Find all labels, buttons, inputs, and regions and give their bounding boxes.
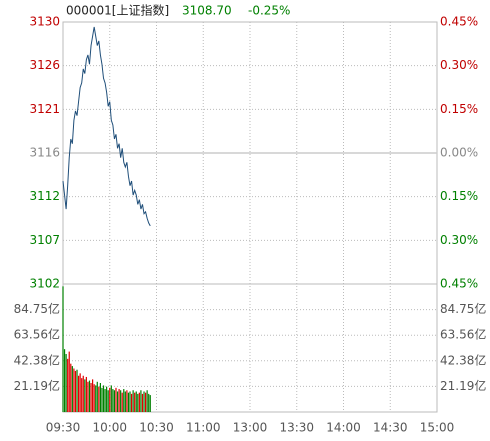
volume-bar — [116, 391, 119, 412]
volume-bar — [81, 378, 83, 412]
price-line — [62, 26, 151, 227]
x-tick-label: 11:00 — [186, 421, 221, 435]
volume-bar — [126, 390, 128, 412]
x-tick-label: 15:00 — [420, 421, 455, 435]
vol-tick-label: 21.19亿 — [14, 378, 60, 393]
volume-bar — [68, 351, 70, 412]
volume-bar — [98, 386, 100, 412]
volume-bar — [127, 392, 130, 412]
volume-bar — [102, 385, 105, 412]
vol-tick-label-right: 84.75亿 — [440, 301, 486, 316]
y-tick-label: 3116 — [29, 146, 60, 160]
volume-bar — [115, 387, 117, 412]
x-tick-label: 09:30 — [46, 421, 81, 435]
vol-tick-label: 84.75亿 — [14, 301, 60, 316]
volume-bar — [137, 393, 139, 412]
x-tick-label: 13:00 — [233, 421, 268, 435]
volume-bar — [135, 391, 137, 412]
y2-tick-label: 0.45% — [440, 15, 478, 29]
volume-bar — [143, 391, 145, 412]
volume-bar — [109, 387, 111, 412]
volume-bar — [85, 376, 87, 412]
y2-tick-label: 0.15% — [440, 102, 478, 116]
vol-tick-label-right: 63.56亿 — [440, 327, 486, 342]
volume-bar — [67, 358, 69, 412]
volume-bar — [90, 383, 92, 412]
volume-bar — [71, 366, 73, 412]
volume-bar — [87, 381, 89, 412]
volume-bar — [62, 286, 64, 412]
volume-bar — [82, 375, 84, 412]
volume-bar — [70, 363, 72, 412]
y2-tick-label: 0.15% — [440, 189, 478, 203]
volume-bar — [106, 386, 108, 412]
volume-bar — [132, 390, 134, 412]
volume-bar — [65, 354, 67, 412]
volume-bar — [77, 375, 80, 412]
volume-bar — [112, 389, 114, 412]
volume-bar — [84, 379, 86, 412]
vol-tick-label-right: 42.38亿 — [440, 352, 486, 367]
volume-bar — [74, 370, 77, 412]
volume-bar — [138, 392, 140, 412]
volume-bar — [110, 385, 112, 412]
volume-bar — [118, 389, 120, 412]
vol-tick-label-right: 21.19亿 — [440, 378, 486, 393]
vol-tick-label: 63.56亿 — [14, 327, 60, 342]
volume-bar — [140, 390, 142, 412]
y2-tick-label: 0.45% — [440, 277, 478, 291]
volume-bar — [146, 390, 148, 412]
volume-bar — [73, 368, 75, 412]
volume-bar — [79, 373, 81, 412]
volume-bar — [104, 389, 106, 412]
volume-bar — [134, 392, 136, 412]
volume-bar — [96, 381, 98, 412]
volume-bar — [123, 389, 125, 412]
volume-bar — [121, 392, 123, 412]
volume-bar — [148, 393, 150, 412]
y2-tick-label: 0.00% — [440, 146, 478, 160]
volume-bar — [120, 390, 122, 412]
y2-tick-label: 0.30% — [440, 58, 478, 72]
volume-bar — [63, 349, 66, 412]
x-tick-label: 13:30 — [279, 421, 314, 435]
y-tick-label: 3121 — [29, 102, 60, 116]
y2-tick-label: 0.30% — [440, 233, 478, 247]
index-name: 000001[上证指数] — [66, 3, 169, 18]
volume-bar — [92, 379, 94, 412]
volume-bar — [129, 391, 131, 412]
volume-bar — [113, 390, 116, 412]
volume-bar — [99, 383, 101, 412]
volume-bar — [144, 392, 147, 412]
volume-bar — [141, 393, 144, 412]
volume-bar — [107, 390, 109, 412]
change: -0.25% — [248, 4, 290, 18]
volume-bar — [88, 380, 91, 412]
x-tick-label: 14:00 — [326, 421, 361, 435]
vol-tick-label: 42.38亿 — [14, 352, 60, 367]
x-tick-label: 10:00 — [92, 421, 127, 435]
y-tick-label: 3107 — [29, 233, 60, 247]
y-tick-label: 3102 — [29, 277, 60, 291]
volume-bar — [130, 393, 133, 412]
x-tick-label: 14:30 — [373, 421, 408, 435]
volume-bar — [124, 391, 126, 412]
volume-bar — [93, 384, 95, 412]
volume-bar — [95, 385, 97, 412]
volume-bar — [101, 387, 103, 412]
y-tick-label: 3112 — [29, 189, 60, 203]
y-tick-label: 3130 — [29, 15, 60, 29]
volume-bar — [76, 369, 78, 412]
x-tick-label: 10:30 — [139, 421, 174, 435]
last-price: 3108.70 — [182, 4, 232, 18]
y-tick-label: 3126 — [29, 58, 60, 72]
volume-bar — [149, 395, 151, 412]
